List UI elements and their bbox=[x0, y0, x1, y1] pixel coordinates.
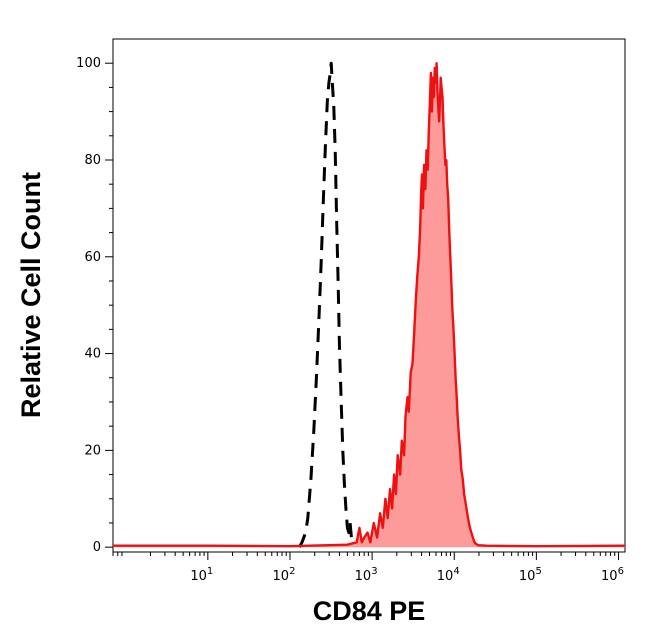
line-layer bbox=[113, 61, 626, 548]
x-tick-label: 106 bbox=[601, 566, 624, 584]
plot-frame bbox=[112, 38, 626, 553]
y-axis-title: Relative Cell Count bbox=[16, 172, 46, 418]
fill-layer bbox=[113, 63, 625, 548]
y-tick-label: 20 bbox=[84, 443, 101, 458]
cd84-pe-fill bbox=[113, 63, 625, 548]
x-axis-title: CD84 PE bbox=[313, 596, 426, 626]
y-tick-label: 80 bbox=[84, 153, 101, 168]
isotype-control-histogram-line bbox=[297, 61, 353, 548]
x-tick-label: 102 bbox=[273, 566, 296, 584]
x-tick-label: 103 bbox=[355, 566, 378, 584]
x-tick-label: 104 bbox=[437, 566, 460, 584]
x-tick-label: 105 bbox=[519, 566, 542, 584]
y-tick-label: 100 bbox=[76, 56, 101, 71]
cd84-pe-histogram-line bbox=[113, 62, 626, 548]
y-tick-label: 0 bbox=[93, 540, 101, 555]
y-tick-label: 40 bbox=[84, 347, 101, 362]
axes-layer: 0 20 40 60 80 100 101 102 103 104 105 106 bbox=[76, 56, 624, 584]
x-tick-label: 101 bbox=[190, 566, 213, 584]
y-tick-label: 60 bbox=[84, 250, 101, 265]
